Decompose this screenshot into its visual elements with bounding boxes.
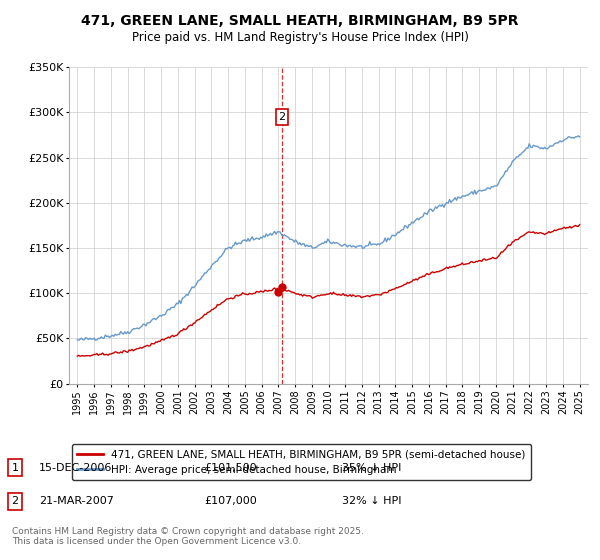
Text: 32% ↓ HPI: 32% ↓ HPI (342, 496, 401, 506)
Text: 35% ↓ HPI: 35% ↓ HPI (342, 463, 401, 473)
Text: 21-MAR-2007: 21-MAR-2007 (39, 496, 114, 506)
Text: 2: 2 (278, 112, 286, 122)
Legend: 471, GREEN LANE, SMALL HEATH, BIRMINGHAM, B9 5PR (semi-detached house), HPI: Ave: 471, GREEN LANE, SMALL HEATH, BIRMINGHAM… (71, 444, 531, 480)
Text: 1: 1 (11, 463, 19, 473)
Text: £107,000: £107,000 (204, 496, 257, 506)
Text: 2: 2 (11, 496, 19, 506)
Text: 15-DEC-2006: 15-DEC-2006 (39, 463, 112, 473)
Text: £101,500: £101,500 (204, 463, 257, 473)
Text: 471, GREEN LANE, SMALL HEATH, BIRMINGHAM, B9 5PR: 471, GREEN LANE, SMALL HEATH, BIRMINGHAM… (81, 14, 519, 28)
Text: Price paid vs. HM Land Registry's House Price Index (HPI): Price paid vs. HM Land Registry's House … (131, 31, 469, 44)
Text: Contains HM Land Registry data © Crown copyright and database right 2025.
This d: Contains HM Land Registry data © Crown c… (12, 526, 364, 546)
